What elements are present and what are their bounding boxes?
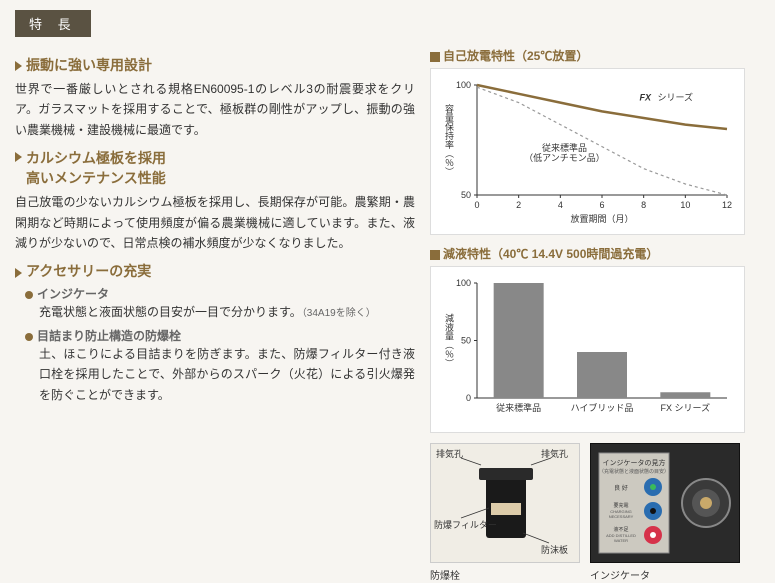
svg-text:0: 0 — [466, 393, 471, 403]
label-exhaust-r: 排気孔 — [541, 448, 568, 459]
diagram-box: 排気孔 排気孔 防爆フィルター 防沫板 防爆栓 — [430, 443, 580, 582]
svg-text:100: 100 — [456, 80, 471, 90]
indicator-subtitle: （充電状態と液面状態の目安） — [599, 468, 669, 475]
accessory-2-head: 目詰まり防止構造の防爆栓 — [25, 327, 415, 344]
svg-text:8: 8 — [641, 200, 646, 210]
indicator-state-0: 良 好 — [614, 484, 628, 492]
chart1-box: 50 100 0 2 4 6 8 10 12 FX シリーズ従来標準品（低アンチモン品） 容量保持率… — [430, 68, 745, 235]
svg-text:2: 2 — [516, 200, 521, 210]
label-filter: 防爆フィルター — [434, 519, 497, 530]
svg-text:放置期間（月）: 放置期間（月） — [570, 213, 633, 224]
indicator-frame: インジケータの見方 （充電状態と液面状態の目安） 良 好 要充電 CHARGIN… — [590, 443, 740, 563]
indicator-state-2: 液不足 — [613, 526, 628, 533]
svg-text:10: 10 — [680, 200, 690, 210]
left-column: 振動に強い専用設計 世界で一番厳しいとされる規格EN60095-1のレベル3の耐… — [15, 47, 415, 582]
indicator-title: インジケータの見方 — [603, 458, 666, 467]
svg-text:減液量（％）: 減液量（％） — [444, 312, 454, 367]
indicator-caption: インジケータ — [590, 567, 740, 582]
svg-text:100: 100 — [456, 278, 471, 288]
svg-text:12: 12 — [722, 200, 732, 210]
svg-text:（低アンチモン品）: （低アンチモン品） — [524, 152, 605, 163]
feature-2-body: 自己放電の少ないカルシウム極板を採用し、長期保存が可能。農繁期・農閑期など時期に… — [15, 192, 415, 253]
chart1-svg: 50 100 0 2 4 6 8 10 12 FX シリーズ従来標準品（低アンチモン品） 容量保持率… — [437, 75, 737, 225]
svg-text:WATER: WATER — [614, 538, 628, 543]
svg-text:4: 4 — [558, 200, 563, 210]
feature-3-title: アクセサリーの充実 — [15, 261, 415, 281]
svg-text:50: 50 — [461, 336, 471, 346]
svg-text:ハイブリッド品: ハイブリッド品 — [571, 402, 634, 413]
chart1-title: 自己放電特性（25℃放置） — [430, 47, 745, 64]
chart2-box: 0 50 100 従来標準品 ハイブリッド品 FX シリーズ 減液量（％） — [430, 266, 745, 433]
svg-text:容量保持率（％）: 容量保持率（％） — [444, 103, 454, 176]
chart2-svg: 0 50 100 従来標準品 ハイブリッド品 FX シリーズ 減液量（％） — [437, 273, 737, 423]
feature-2-title: カルシウム極板を採用 高いメンテナンス性能 — [15, 148, 415, 188]
svg-text:NECESSARY: NECESSARY — [609, 514, 634, 519]
svg-text:従来標準品: 従来標準品 — [496, 402, 541, 413]
diagram-caption: 防爆栓 — [430, 567, 580, 582]
svg-text:0: 0 — [474, 200, 479, 210]
feature-1-body: 世界で一番厳しいとされる規格EN60095-1のレベル3の耐震要求をクリア。ガラ… — [15, 79, 415, 140]
indicator-svg: インジケータの見方 （充電状態と液面状態の目安） 良 好 要充電 CHARGIN… — [591, 443, 739, 563]
accessory-2-body: 土、ほこりによる目詰まりを防ぎます。また、防爆フィルター付き液口栓を採用したこと… — [25, 344, 415, 405]
indicator-box: インジケータの見方 （充電状態と液面状態の目安） 良 好 要充電 CHARGIN… — [590, 443, 740, 582]
svg-text:FX: FX — [640, 92, 652, 102]
feature-2-title-text: カルシウム極板を採用 高いメンテナンス性能 — [26, 148, 166, 188]
chart2-title: 減液特性（40℃ 14.4V 500時間過充電） — [430, 245, 745, 262]
diagram-svg: 排気孔 排気孔 防爆フィルター 防沫板 — [431, 443, 579, 563]
indicator-state-1: 要充電 — [613, 502, 628, 509]
svg-text:シリーズ: シリーズ — [658, 91, 694, 102]
diagram-frame: 排気孔 排気孔 防爆フィルター 防沫板 — [430, 443, 580, 563]
label-foam: 防沫板 — [541, 544, 568, 555]
features-badge: 特 長 — [15, 10, 91, 37]
feature-1-title: 振動に強い専用設計 — [15, 55, 415, 75]
right-column: 自己放電特性（25℃放置） 50100024681012FX シリーズ従来標準品… — [430, 47, 745, 582]
accessory-1-head: インジケータ — [25, 285, 415, 302]
svg-text:50: 50 — [461, 190, 471, 200]
svg-text:従来標準品: 従来標準品 — [542, 142, 587, 153]
label-exhaust-l: 排気孔 — [436, 448, 463, 459]
svg-text:FX シリーズ: FX シリーズ — [661, 402, 711, 413]
svg-text:6: 6 — [599, 200, 604, 210]
accessory-1-body: 充電状態と液面状態の目安が一目で分かります。（34A19を除く） — [25, 302, 415, 322]
